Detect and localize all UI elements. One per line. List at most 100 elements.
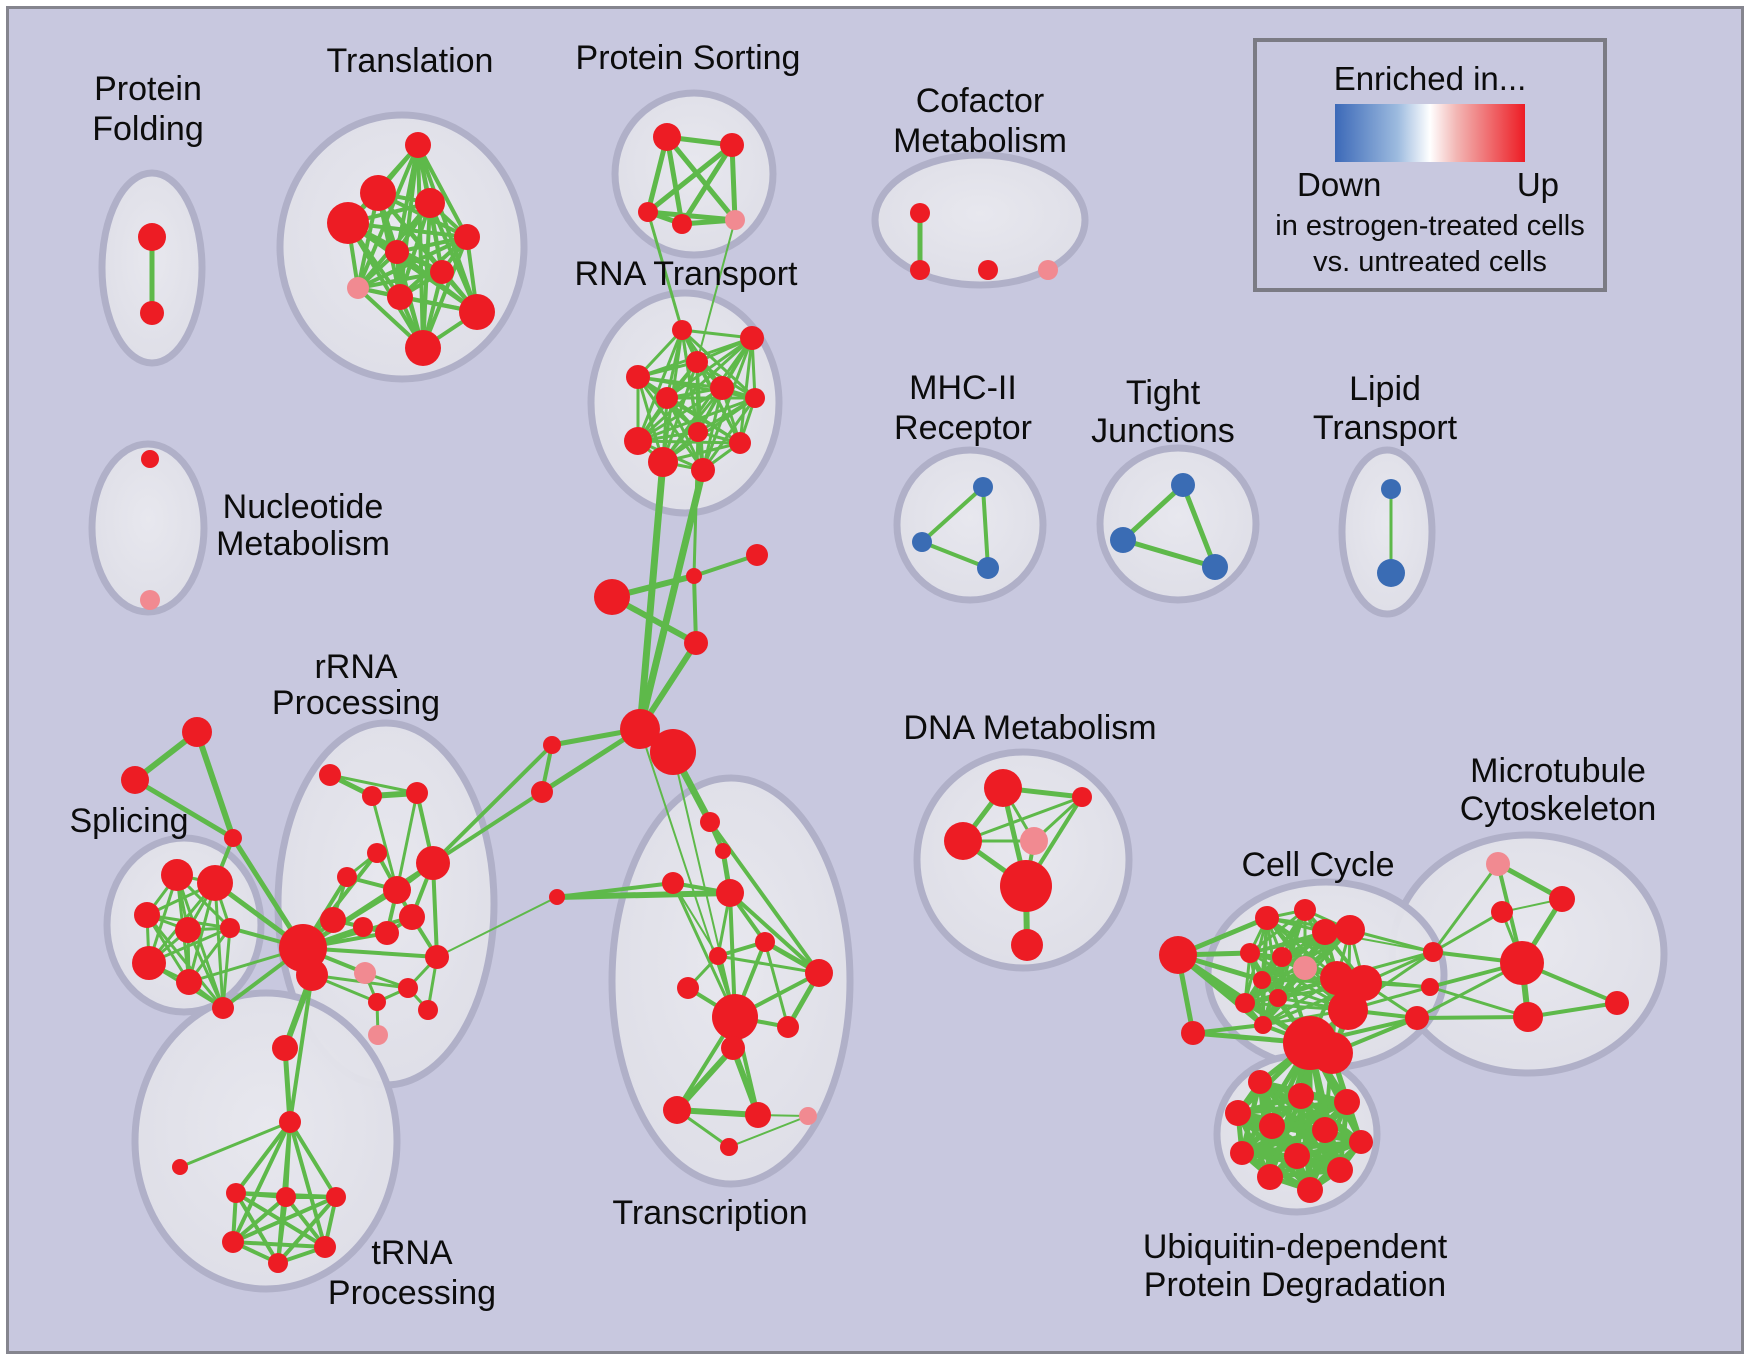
gene-set-node-G2	[650, 729, 696, 775]
gene-set-node-x9	[721, 1036, 745, 1060]
gene-set-node-p3	[638, 202, 658, 222]
edge	[554, 890, 733, 900]
gene-set-node-b8	[1230, 1141, 1254, 1165]
edge	[431, 743, 554, 865]
gene-set-node-u2	[172, 1159, 188, 1175]
edge	[679, 142, 735, 227]
gene-set-node-j2	[1110, 527, 1136, 553]
edge	[231, 1195, 338, 1244]
cluster-label-splicing: Splicing	[69, 802, 188, 840]
gene-set-node-j3	[1202, 554, 1228, 580]
gene-set-node-q9	[624, 427, 652, 455]
gene-set-node-x11	[745, 1102, 771, 1128]
gene-set-node-G1	[620, 709, 660, 749]
cluster-label-translation: Translation	[327, 42, 494, 80]
cluster-ellipse-mhc-ii-receptor	[893, 446, 1047, 604]
cluster-ellipse-lipid-transport	[1338, 446, 1436, 618]
edge	[728, 1115, 809, 1148]
edge	[1248, 908, 1307, 955]
cluster-ellipse-tight-junctions	[1096, 444, 1260, 604]
gene-set-node-r2	[362, 786, 382, 806]
edge	[701, 396, 757, 472]
gene-set-node-r7	[416, 846, 450, 880]
gene-set-node-c7	[1272, 947, 1292, 967]
gene-set-node-p1	[653, 123, 681, 151]
edge	[981, 485, 990, 570]
gene-set-node-s9	[224, 829, 242, 847]
gene-set-node-v5	[454, 224, 480, 250]
gene-set-node-b7	[1349, 1130, 1373, 1154]
edge	[1526, 1001, 1619, 1019]
gene-set-node-s6	[132, 946, 166, 980]
gene-set-node-c6	[1240, 943, 1260, 963]
gene-set-node-r1	[319, 764, 341, 786]
gene-set-node-v10	[459, 294, 495, 330]
gene-set-node-r12	[354, 962, 376, 984]
gene-set-node-d3	[944, 822, 982, 860]
edge	[346, 221, 425, 350]
gene-set-node-c1	[1159, 936, 1197, 974]
gene-set-node-c9	[1320, 961, 1354, 995]
edge	[1431, 862, 1500, 954]
edge	[716, 954, 821, 975]
gene-set-node-x8	[777, 1016, 799, 1038]
gene-set-node-c11	[1253, 971, 1271, 989]
legend-box: Enriched in... Down Up in estrogen-treat…	[1253, 38, 1607, 292]
edge	[328, 773, 419, 795]
gene-set-node-c21	[1405, 1006, 1429, 1030]
edge	[645, 142, 735, 215]
edge	[221, 926, 232, 1010]
edge	[356, 270, 444, 290]
gene-set-node-r8	[320, 907, 346, 933]
cluster-label-trna-processing: tRNA	[371, 1234, 453, 1272]
legend-title: Enriched in...	[1333, 60, 1527, 97]
cluster-label-mhc-ii-receptor: Receptor	[894, 409, 1032, 447]
gene-set-node-u5	[326, 1187, 346, 1207]
gene-set-node-s4	[175, 917, 201, 943]
edge	[636, 439, 742, 445]
gene-set-node-s1	[161, 859, 193, 891]
gene-set-node-r13	[398, 978, 418, 998]
gene-set-node-q3	[686, 351, 708, 373]
gene-set-node-r5	[337, 867, 357, 887]
gene-set-node-m2	[1549, 886, 1575, 912]
edge	[421, 235, 469, 350]
gene-set-node-s3	[134, 902, 160, 928]
gene-set-node-p4	[672, 214, 692, 234]
cluster-label-lipid-transport: Lipid	[1349, 370, 1421, 408]
gene-set-node-c3	[1294, 899, 1316, 921]
gene-set-node-d6	[1011, 929, 1043, 961]
cluster-label-ubiquitin-degradation: Protein Degradation	[1144, 1266, 1446, 1304]
gene-set-node-s7	[176, 969, 202, 995]
edge	[696, 219, 736, 363]
gene-set-node-cn2	[531, 781, 553, 803]
gene-set-node-u1	[279, 1111, 301, 1133]
edge	[1428, 985, 1530, 1019]
edge	[661, 396, 757, 464]
gene-set-node-c15	[1328, 990, 1368, 1030]
edge	[1120, 482, 1186, 543]
gene-set-node-pf1	[138, 223, 166, 251]
gene-set-node-m6	[1605, 991, 1629, 1015]
edge	[1431, 910, 1504, 954]
edge	[636, 336, 754, 443]
gene-set-node-r14	[368, 993, 386, 1011]
gene-set-node-c5	[1335, 915, 1365, 945]
gene-set-node-x4	[709, 947, 727, 965]
cluster-label-dna-metabolism: DNA Metabolism	[903, 709, 1156, 747]
gene-set-node-b3	[1334, 1089, 1360, 1115]
gene-set-node-l1	[1381, 479, 1401, 499]
gene-set-node-g1	[910, 203, 930, 223]
gene-set-node-m4	[1500, 941, 1544, 985]
cluster-label-cofactor-metabolism: Cofactor	[916, 82, 1045, 120]
cluster-label-tight-junctions: Junctions	[1091, 412, 1235, 450]
edge	[1180, 482, 1218, 570]
gene-set-node-c8	[1293, 956, 1317, 980]
gene-set-node-b2	[1288, 1083, 1314, 1109]
gene-set-node-v8	[347, 277, 369, 299]
gene-set-node-r3	[406, 782, 428, 804]
gene-set-node-x6	[677, 977, 699, 999]
gene-set-node-c19	[1423, 942, 1443, 962]
gene-set-node-u3	[226, 1183, 246, 1203]
